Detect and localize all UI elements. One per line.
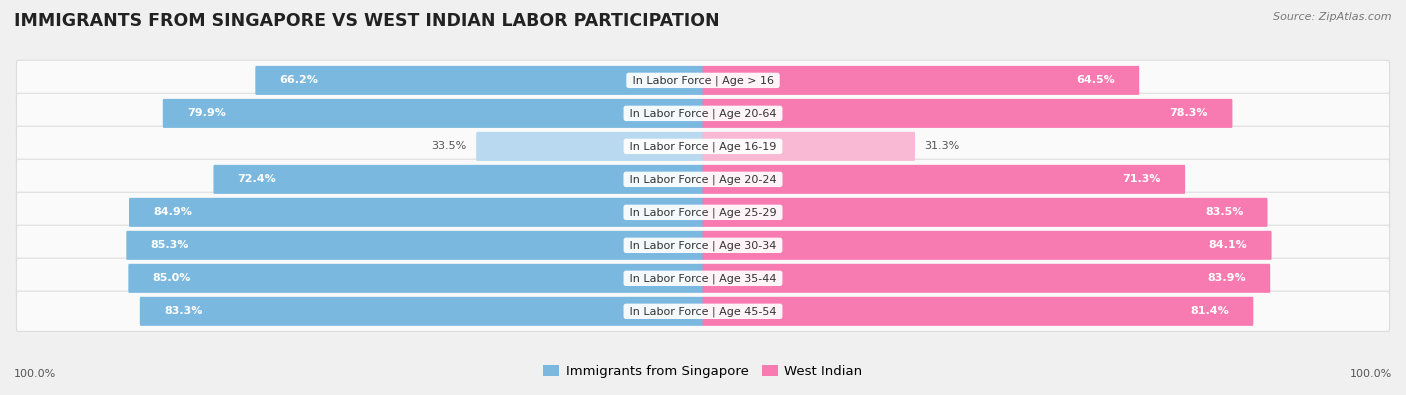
Text: 84.1%: 84.1% xyxy=(1209,240,1247,250)
FancyBboxPatch shape xyxy=(127,231,703,260)
Text: Source: ZipAtlas.com: Source: ZipAtlas.com xyxy=(1274,12,1392,22)
Text: 33.5%: 33.5% xyxy=(432,141,467,151)
FancyBboxPatch shape xyxy=(17,93,1389,134)
FancyBboxPatch shape xyxy=(256,66,703,95)
Text: In Labor Force | Age > 16: In Labor Force | Age > 16 xyxy=(628,75,778,86)
FancyBboxPatch shape xyxy=(163,99,703,128)
FancyBboxPatch shape xyxy=(703,99,1233,128)
Text: 100.0%: 100.0% xyxy=(14,369,56,379)
FancyBboxPatch shape xyxy=(214,165,703,194)
Text: 85.3%: 85.3% xyxy=(150,240,188,250)
FancyBboxPatch shape xyxy=(703,198,1268,227)
Text: 84.9%: 84.9% xyxy=(153,207,193,217)
FancyBboxPatch shape xyxy=(703,132,915,161)
FancyBboxPatch shape xyxy=(703,66,1139,95)
Text: In Labor Force | Age 20-64: In Labor Force | Age 20-64 xyxy=(626,108,780,118)
Text: 83.9%: 83.9% xyxy=(1208,273,1246,283)
Text: IMMIGRANTS FROM SINGAPORE VS WEST INDIAN LABOR PARTICIPATION: IMMIGRANTS FROM SINGAPORE VS WEST INDIAN… xyxy=(14,12,720,30)
Text: In Labor Force | Age 30-34: In Labor Force | Age 30-34 xyxy=(626,240,780,250)
Text: 100.0%: 100.0% xyxy=(1350,369,1392,379)
FancyBboxPatch shape xyxy=(477,132,703,161)
Text: 83.5%: 83.5% xyxy=(1205,207,1243,217)
FancyBboxPatch shape xyxy=(17,60,1389,100)
FancyBboxPatch shape xyxy=(703,264,1270,293)
FancyBboxPatch shape xyxy=(17,291,1389,331)
FancyBboxPatch shape xyxy=(17,126,1389,166)
Text: In Labor Force | Age 35-44: In Labor Force | Age 35-44 xyxy=(626,273,780,284)
FancyBboxPatch shape xyxy=(17,258,1389,299)
Text: 79.9%: 79.9% xyxy=(187,108,226,118)
FancyBboxPatch shape xyxy=(17,192,1389,233)
Text: In Labor Force | Age 25-29: In Labor Force | Age 25-29 xyxy=(626,207,780,218)
Text: 78.3%: 78.3% xyxy=(1170,108,1208,118)
Text: 83.3%: 83.3% xyxy=(165,306,202,316)
Text: 31.3%: 31.3% xyxy=(925,141,960,151)
FancyBboxPatch shape xyxy=(703,297,1253,326)
Text: In Labor Force | Age 45-54: In Labor Force | Age 45-54 xyxy=(626,306,780,316)
Text: 71.3%: 71.3% xyxy=(1122,174,1161,184)
Text: 85.0%: 85.0% xyxy=(152,273,191,283)
FancyBboxPatch shape xyxy=(17,225,1389,265)
Text: 64.5%: 64.5% xyxy=(1076,75,1115,85)
Text: In Labor Force | Age 16-19: In Labor Force | Age 16-19 xyxy=(626,141,780,152)
Legend: Immigrants from Singapore, West Indian: Immigrants from Singapore, West Indian xyxy=(538,359,868,383)
Text: In Labor Force | Age 20-24: In Labor Force | Age 20-24 xyxy=(626,174,780,184)
FancyBboxPatch shape xyxy=(139,297,703,326)
FancyBboxPatch shape xyxy=(17,159,1389,199)
Text: 72.4%: 72.4% xyxy=(238,174,277,184)
FancyBboxPatch shape xyxy=(703,231,1271,260)
FancyBboxPatch shape xyxy=(128,264,703,293)
Text: 66.2%: 66.2% xyxy=(280,75,318,85)
FancyBboxPatch shape xyxy=(703,165,1185,194)
FancyBboxPatch shape xyxy=(129,198,703,227)
Text: 81.4%: 81.4% xyxy=(1191,306,1229,316)
